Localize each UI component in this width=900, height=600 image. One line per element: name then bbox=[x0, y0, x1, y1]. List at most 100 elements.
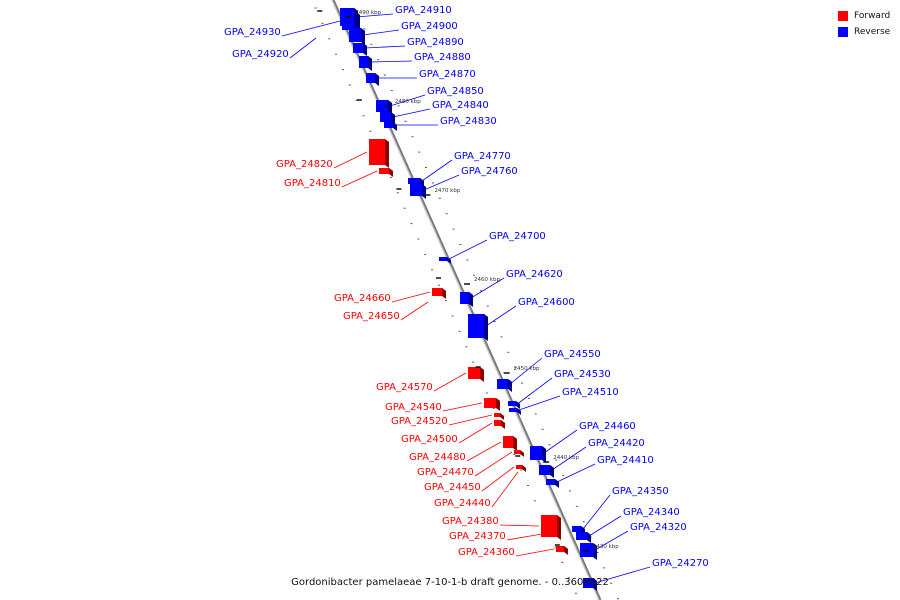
minor-tick bbox=[355, 99, 358, 101]
scale-label: 2480 kbp bbox=[395, 99, 421, 105]
minor-tick bbox=[610, 582, 613, 584]
minor-tick bbox=[521, 382, 524, 384]
gene-block-side bbox=[361, 28, 365, 45]
gene-block-side bbox=[385, 139, 389, 168]
minor-tick bbox=[473, 274, 476, 276]
gene-label: GPA_24510 bbox=[562, 387, 619, 398]
reverse-swatch bbox=[838, 27, 848, 37]
gene-block-face bbox=[550, 530, 557, 536]
minor-tick bbox=[452, 228, 455, 230]
gene-block-face bbox=[384, 122, 393, 128]
minor-tick bbox=[555, 459, 558, 461]
gene-block-side bbox=[393, 122, 397, 131]
minor-tick bbox=[390, 90, 393, 91]
leader-line bbox=[458, 422, 493, 444]
gene-block bbox=[503, 436, 517, 451]
gene-label: GPA_24830 bbox=[440, 116, 497, 127]
minor-tick bbox=[527, 484, 530, 486]
gene-block-face bbox=[439, 257, 447, 261]
leader-line bbox=[448, 239, 488, 260]
gene-block bbox=[508, 401, 520, 409]
scale-label: 2490 kbp bbox=[355, 10, 381, 16]
gene-block-side bbox=[375, 73, 379, 86]
leader-line bbox=[392, 108, 431, 118]
gene-block-face bbox=[530, 446, 542, 460]
gene-block-face bbox=[546, 479, 555, 485]
minor-tick bbox=[616, 598, 619, 600]
minor-tick bbox=[458, 330, 461, 332]
gene-label: GPA_24550 bbox=[544, 349, 601, 360]
minor-tick bbox=[369, 130, 372, 132]
leader-line bbox=[517, 377, 553, 404]
minor-tick bbox=[437, 284, 440, 286]
gene-block-side bbox=[555, 479, 559, 488]
gene-block-side bbox=[500, 413, 504, 420]
minor-tick bbox=[397, 105, 400, 107]
minor-tick bbox=[575, 505, 578, 507]
scale-label: 2440 kbp bbox=[553, 455, 579, 461]
gene-block-side bbox=[564, 546, 568, 555]
gene-block-face bbox=[432, 288, 442, 296]
gene-label: GPA_24760 bbox=[461, 166, 518, 177]
leader-line bbox=[355, 13, 394, 18]
leader-line bbox=[481, 466, 515, 492]
gene-block-face bbox=[494, 413, 500, 417]
gene-block-side bbox=[447, 257, 451, 264]
minor-tick bbox=[425, 167, 428, 168]
leader-line bbox=[543, 429, 578, 454]
leader-line bbox=[341, 170, 378, 188]
minor-tick bbox=[500, 336, 503, 338]
gene-block-face bbox=[460, 292, 469, 304]
gene-block-face bbox=[484, 398, 496, 408]
legend-row-forward: Forward bbox=[838, 8, 900, 24]
gene-block-side bbox=[368, 56, 372, 71]
gene-label: GPA_24360 bbox=[458, 547, 515, 558]
minor-tick bbox=[370, 43, 373, 45]
gene-block bbox=[580, 543, 597, 560]
gene-block-face bbox=[494, 420, 501, 426]
gene-block-face bbox=[349, 28, 361, 42]
minor-tick bbox=[479, 290, 482, 292]
gene-block bbox=[468, 314, 488, 341]
gene-label: GPA_24440 bbox=[434, 498, 491, 509]
gene-block-side bbox=[442, 288, 446, 299]
leader-line bbox=[289, 37, 317, 59]
minor-tick bbox=[383, 74, 386, 76]
legend-label-reverse: Reverse bbox=[854, 27, 891, 37]
gene-label: GPA_24520 bbox=[391, 416, 448, 427]
minor-tick bbox=[520, 469, 523, 471]
gene-block-face bbox=[556, 546, 564, 552]
gene-block-side bbox=[587, 532, 591, 543]
leader-line bbox=[551, 446, 587, 471]
gene-block-face bbox=[508, 401, 516, 406]
minor-tick bbox=[444, 300, 447, 302]
gene-block-face bbox=[408, 178, 420, 184]
legend-row-reverse: Reverse bbox=[838, 24, 900, 40]
gene-block-side bbox=[593, 543, 597, 560]
gene-label: GPA_24350 bbox=[612, 486, 669, 497]
gene-block-face bbox=[410, 184, 422, 196]
gene-label: GPA_24850 bbox=[427, 86, 484, 97]
gene-block-face bbox=[380, 112, 391, 122]
leader-line bbox=[433, 372, 467, 392]
gene-label: GPA_24420 bbox=[588, 438, 645, 449]
leader-line bbox=[362, 29, 400, 36]
leader-line bbox=[470, 277, 505, 299]
gene-label: GPA_24480 bbox=[409, 452, 466, 463]
leader-line bbox=[400, 301, 429, 321]
leader-line bbox=[594, 530, 629, 551]
gene-label: GPA_24810 bbox=[284, 178, 341, 189]
map-caption: Gordonibacter pamelaeae 7-10-1-b draft g… bbox=[291, 577, 609, 588]
minor-tick bbox=[411, 136, 414, 138]
gene-block bbox=[460, 292, 473, 307]
gene-block-side bbox=[469, 292, 473, 307]
gene-block-side bbox=[363, 43, 367, 56]
legend-label-forward: Forward bbox=[854, 11, 891, 21]
gene-block-face bbox=[509, 408, 517, 412]
leader-line bbox=[442, 402, 483, 412]
minor-tick bbox=[485, 392, 488, 394]
gene-block-side bbox=[480, 367, 484, 382]
minor-tick bbox=[562, 475, 565, 476]
minor-tick bbox=[554, 546, 557, 548]
